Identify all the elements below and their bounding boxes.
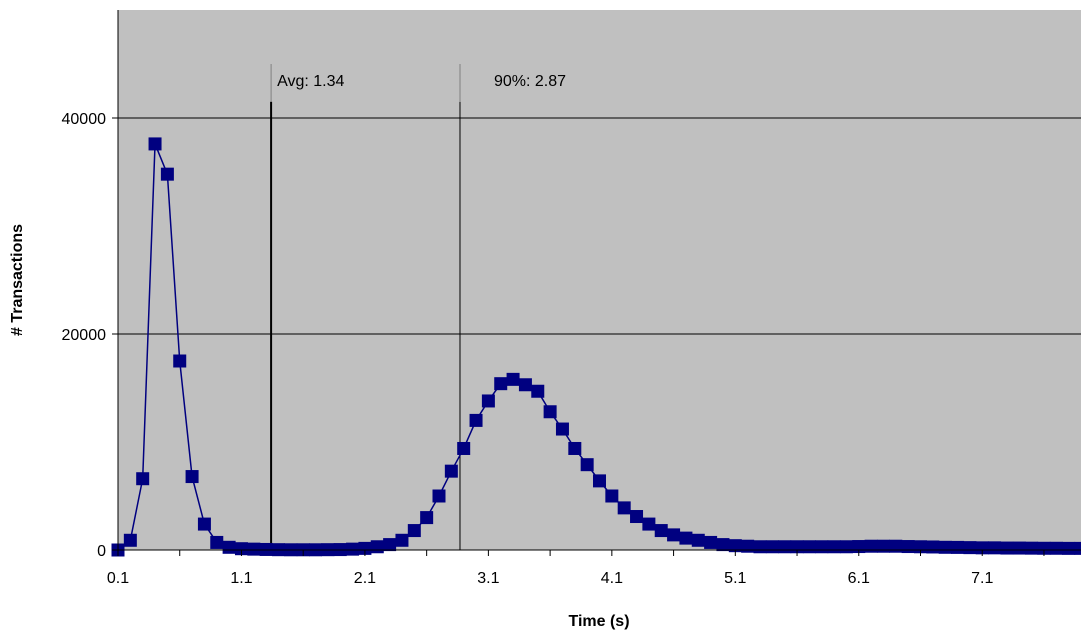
annotation-label: Avg: 1.34 [277, 73, 344, 90]
data-point [741, 539, 755, 553]
data-point [420, 511, 434, 525]
data-point [481, 394, 495, 408]
data-point [160, 167, 174, 181]
data-point [1037, 541, 1051, 555]
x-axis-title: Time (s) [568, 613, 629, 630]
data-point [864, 539, 878, 553]
data-point [432, 489, 446, 503]
data-point [654, 524, 668, 538]
data-point [716, 538, 730, 552]
data-point [765, 540, 779, 554]
y-axis-ticks: 0 20000 40000 [62, 111, 118, 560]
data-point [185, 470, 199, 484]
data-point [457, 441, 471, 455]
data-point [815, 540, 829, 554]
data-point [444, 464, 458, 478]
data-point [358, 541, 372, 555]
x-tick-label: 2.1 [354, 570, 376, 587]
data-point [691, 533, 705, 547]
data-point [494, 377, 508, 391]
data-point [778, 540, 792, 554]
data-point [593, 474, 606, 488]
data-point [543, 405, 557, 419]
data-point [555, 422, 569, 436]
x-tick-label: 4.1 [601, 570, 623, 587]
data-point [630, 510, 644, 524]
data-point [876, 539, 890, 553]
data-point [704, 535, 718, 549]
data-point [728, 539, 742, 553]
data-point [1049, 541, 1063, 555]
data-point [938, 540, 952, 554]
data-point [259, 542, 273, 556]
data-point [234, 542, 248, 556]
data-point [518, 378, 532, 392]
x-tick-label: 3.1 [477, 570, 499, 587]
data-point [197, 517, 211, 531]
data-point [642, 517, 656, 531]
data-point [839, 540, 853, 554]
data-point [148, 137, 162, 151]
data-point [753, 540, 767, 554]
y-tick-label: 40000 [62, 111, 107, 128]
data-point [901, 540, 915, 554]
data-point [926, 540, 940, 554]
data-point [951, 540, 965, 554]
data-point [580, 458, 594, 472]
y-tick-label: 0 [97, 543, 106, 560]
data-point [568, 441, 582, 455]
data-point [506, 372, 520, 386]
plot-area [118, 10, 1081, 550]
data-point [802, 540, 816, 554]
data-point [605, 489, 619, 503]
data-point [210, 535, 224, 549]
x-tick-label: 1.1 [230, 570, 252, 587]
data-point [1025, 541, 1039, 555]
y-axis-title: # Transactions [9, 224, 26, 336]
data-point [963, 541, 977, 555]
data-point [407, 524, 421, 538]
data-point [1074, 541, 1081, 555]
data-point [988, 541, 1002, 555]
data-point [346, 542, 360, 556]
data-point [123, 533, 137, 547]
data-point [617, 501, 631, 515]
data-point [531, 384, 545, 398]
data-point [383, 538, 397, 552]
data-point [222, 540, 236, 554]
data-point [667, 528, 681, 542]
x-tick-label: 0.1 [107, 570, 129, 587]
data-point [370, 540, 384, 554]
x-tick-label: 6.1 [848, 570, 870, 587]
data-point [1062, 541, 1076, 555]
data-point [1012, 541, 1026, 555]
annotation-label: 90%: 2.87 [494, 73, 566, 90]
x-tick-label: 7.1 [971, 570, 993, 587]
annotations: Avg: 1.34 90%: 2.87 [270, 64, 566, 550]
y-tick-label: 20000 [62, 327, 107, 344]
data-point [469, 413, 483, 427]
x-tick-label: 5.1 [724, 570, 746, 587]
data-point [136, 472, 150, 486]
data-point [889, 539, 903, 553]
gridlines [118, 117, 1081, 335]
x-axis-ticks: 0.1 1.1 2.1 3.1 4.1 5.1 6.1 7.1 [107, 550, 1045, 587]
data-point [679, 531, 693, 545]
data-point [1000, 541, 1014, 555]
data-point [395, 533, 409, 547]
data-point [173, 354, 187, 368]
data-point [247, 542, 261, 556]
data-point [827, 540, 841, 554]
data-point [975, 541, 989, 555]
